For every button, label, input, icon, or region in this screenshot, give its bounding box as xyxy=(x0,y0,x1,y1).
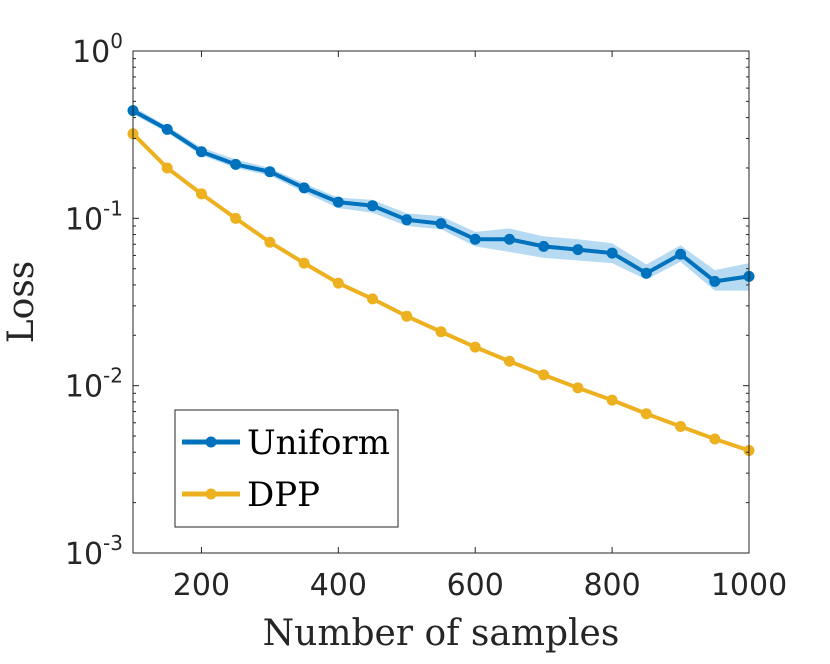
point-uniform xyxy=(230,158,242,170)
confidence-bands xyxy=(133,106,749,291)
point-dpp xyxy=(606,394,618,406)
x-axis-title: Number of samples xyxy=(263,613,620,654)
legend: Uniform DPP xyxy=(174,409,399,528)
x-tick-label: 400 xyxy=(310,568,367,603)
point-dpp xyxy=(675,421,687,433)
y-tick-base: 10 xyxy=(65,537,103,572)
point-uniform xyxy=(538,240,550,252)
point-uniform xyxy=(675,248,687,260)
y-axis-title: Loss xyxy=(1,261,42,344)
point-dpp xyxy=(230,212,242,224)
point-dpp xyxy=(195,188,207,200)
y-tick-label: 10-1 xyxy=(65,196,123,237)
y-tick-label: 10-2 xyxy=(65,364,123,405)
legend-label-dpp: DPP xyxy=(247,475,320,515)
y-tick-base: 10 xyxy=(65,370,103,405)
point-uniform xyxy=(195,146,207,158)
point-uniform xyxy=(264,166,276,178)
y-tick-base: 10 xyxy=(65,202,103,237)
y-tick-exponent: -3 xyxy=(103,531,123,555)
x-tick-label: 1000 xyxy=(711,568,787,603)
legend-marker-dpp xyxy=(205,488,217,500)
y-tick-exponent: -1 xyxy=(103,196,123,220)
point-uniform xyxy=(709,275,721,287)
legend-marker-uniform xyxy=(205,436,217,448)
y-tick-base: 10 xyxy=(72,35,110,70)
point-uniform xyxy=(367,200,379,212)
x-tick-label: 200 xyxy=(173,568,230,603)
y-tick-exponent: -2 xyxy=(103,364,123,388)
point-uniform xyxy=(640,267,652,279)
point-dpp xyxy=(640,408,652,420)
y-tick-label: 10-3 xyxy=(65,531,123,572)
point-uniform xyxy=(298,182,310,194)
point-dpp xyxy=(709,433,721,445)
y-tick-exponent: 0 xyxy=(110,29,123,53)
point-uniform xyxy=(606,247,618,259)
point-dpp xyxy=(367,293,379,305)
point-uniform xyxy=(572,244,584,256)
band-uniform xyxy=(133,106,749,291)
point-dpp xyxy=(298,257,310,269)
x-tick-label: 600 xyxy=(447,568,504,603)
point-uniform xyxy=(435,218,447,230)
series-lines xyxy=(127,105,755,456)
point-dpp xyxy=(572,382,584,394)
x-tick-label: 800 xyxy=(583,568,640,603)
y-tick-label: 100 xyxy=(72,29,123,70)
point-dpp xyxy=(264,236,276,248)
point-uniform xyxy=(161,123,173,135)
point-dpp xyxy=(538,369,550,381)
point-uniform xyxy=(332,196,344,208)
point-dpp xyxy=(161,162,173,174)
plot-frame xyxy=(132,50,750,554)
point-uniform xyxy=(469,233,481,245)
point-dpp xyxy=(435,326,447,338)
point-dpp xyxy=(503,355,515,367)
point-uniform xyxy=(401,214,413,226)
legend-box xyxy=(174,409,399,528)
point-dpp xyxy=(469,341,481,353)
point-dpp xyxy=(401,310,413,322)
legend-label-uniform: Uniform xyxy=(247,423,390,463)
point-dpp xyxy=(332,277,344,289)
point-uniform xyxy=(503,233,515,245)
